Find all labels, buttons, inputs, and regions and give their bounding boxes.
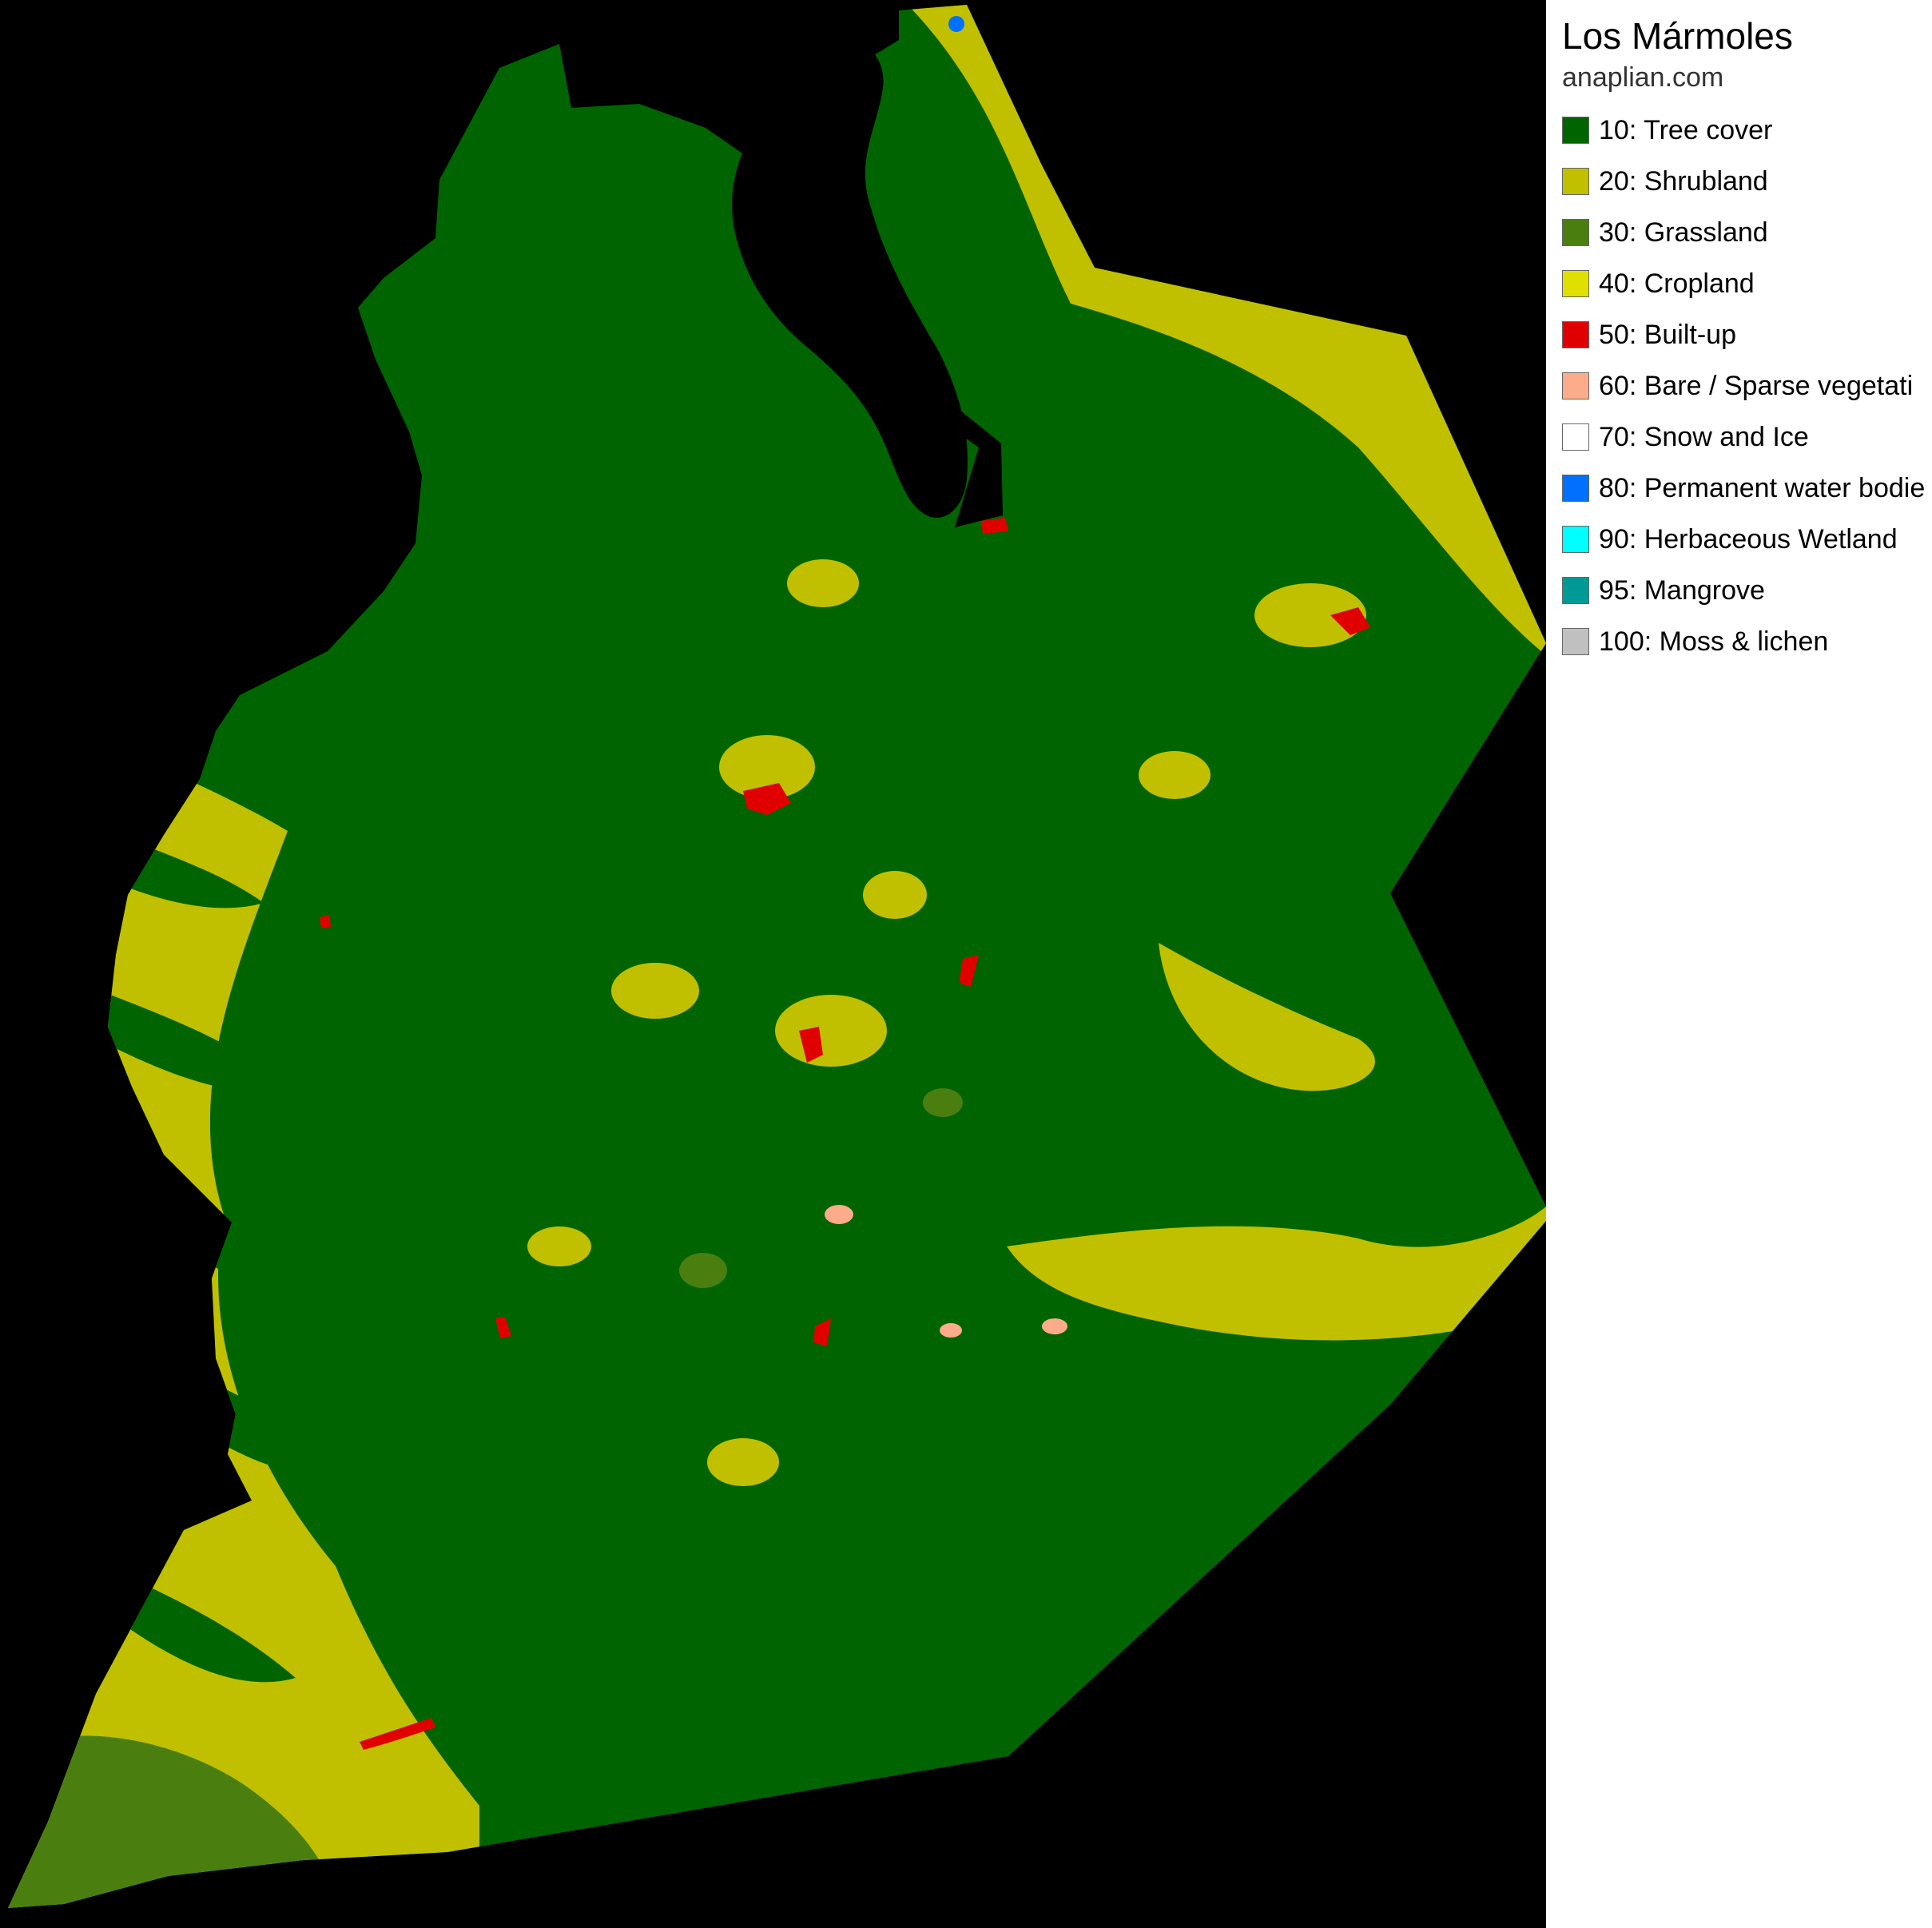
- shrub-patch-1: [719, 735, 815, 799]
- legend-label-built-up: 50: Built-up: [1599, 320, 1736, 350]
- legend-swatch-water: [1562, 475, 1589, 502]
- legend-item-shrubland: 20: Shrubland: [1562, 156, 1925, 207]
- legend-swatch-cropland: [1562, 270, 1589, 297]
- lake-outline: [732, 35, 968, 518]
- legend-item-built-up: 50: Built-up: [1562, 309, 1925, 360]
- legend-swatch-snow-ice: [1562, 423, 1589, 451]
- tree-ridge-2: [80, 983, 288, 1091]
- shrub-patch-5: [1139, 751, 1210, 799]
- shrubland-east: [1007, 1206, 1546, 1341]
- legend-item-snow-ice: 70: Snow and Ice: [1562, 411, 1925, 463]
- legend-item-mangrove: 95: Mangrove: [1562, 565, 1925, 616]
- legend-label-water: 80: Permanent water bodie: [1599, 473, 1926, 503]
- land-cover-map: [8, 5, 1546, 1908]
- legend-label-snow-ice: 70: Snow and Ice: [1599, 422, 1809, 452]
- shrub-patch-6: [787, 559, 859, 607]
- legend-label-grassland: 30: Grassland: [1599, 217, 1768, 248]
- shrub-patch-8: [527, 1226, 591, 1266]
- legend-item-grassland: 30: Grassland: [1562, 207, 1925, 258]
- built-up-8: [981, 518, 1008, 534]
- built-up-2: [1330, 607, 1370, 635]
- shrubland-northwest: [8, 336, 267, 687]
- legend-swatch-grassland: [1562, 219, 1589, 246]
- legend-label-shrubland: 20: Shrubland: [1599, 166, 1768, 197]
- map-canvas: [8, 5, 1546, 1908]
- built-up-3: [799, 1027, 823, 1063]
- grass-patch-1: [679, 1253, 727, 1288]
- map-title: Los Mármoles: [1562, 15, 1793, 57]
- bare-patch-3: [940, 1323, 962, 1338]
- shrubland-east-mid: [1159, 943, 1375, 1091]
- legend-item-cropland: 40: Cropland: [1562, 258, 1925, 309]
- legend-panel: Los Mármoles anaplian.com 10: Tree cover…: [1546, 0, 1932, 1928]
- bare-patch-2: [1042, 1318, 1067, 1334]
- legend-swatch-shrubland: [1562, 168, 1589, 195]
- legend-swatch-mangrove: [1562, 577, 1589, 604]
- built-up-7: [360, 1718, 435, 1750]
- legend-label-bare-sparse: 60: Bare / Sparse vegetati: [1599, 371, 1914, 401]
- shrub-patch-3: [611, 963, 699, 1019]
- shrub-patch-4: [863, 871, 927, 919]
- legend-label-mangrove: 95: Mangrove: [1599, 575, 1765, 606]
- built-up-9: [495, 1317, 511, 1338]
- legend-swatch-tree-cover: [1562, 117, 1589, 144]
- shrub-patch-2: [775, 995, 887, 1067]
- tree-patch-northeast: [1246, 415, 1438, 650]
- water-body-marker: [948, 16, 964, 32]
- legend-label-tree-cover: 10: Tree cover: [1599, 115, 1773, 145]
- map-source: anaplian.com: [1562, 62, 1724, 93]
- shrub-patch-9: [707, 1438, 779, 1486]
- legend-item-tree-cover: 10: Tree cover: [1562, 105, 1925, 156]
- built-up-4: [959, 955, 979, 987]
- legend-list: 10: Tree cover 20: Shrubland 30: Grassla…: [1562, 105, 1925, 667]
- shrub-patch-7: [1254, 583, 1366, 647]
- legend-item-moss-lichen: 100: Moss & lichen: [1562, 616, 1925, 667]
- grass-patch-2: [923, 1088, 963, 1117]
- built-up-5: [813, 1318, 831, 1346]
- legend-label-wetland: 90: Herbaceous Wetland: [1599, 524, 1898, 555]
- legend-label-moss-lichen: 100: Moss & lichen: [1599, 626, 1829, 657]
- legend-label-cropland: 40: Cropland: [1599, 268, 1755, 299]
- built-up-6: [320, 915, 331, 928]
- tree-ridge-6: [128, 511, 320, 628]
- legend-item-wetland: 90: Herbaceous Wetland: [1562, 514, 1925, 565]
- legend-item-bare-sparse: 60: Bare / Sparse vegetati: [1562, 360, 1925, 411]
- legend-item-water: 80: Permanent water bodie: [1562, 463, 1925, 514]
- bare-patch-1: [825, 1205, 853, 1224]
- legend-swatch-built-up: [1562, 321, 1589, 348]
- legend-swatch-moss-lichen: [1562, 628, 1589, 655]
- tree-ridge-5: [104, 1566, 296, 1683]
- built-up-1: [743, 783, 791, 815]
- legend-swatch-wetland: [1562, 526, 1589, 553]
- legend-swatch-bare-sparse: [1562, 372, 1589, 400]
